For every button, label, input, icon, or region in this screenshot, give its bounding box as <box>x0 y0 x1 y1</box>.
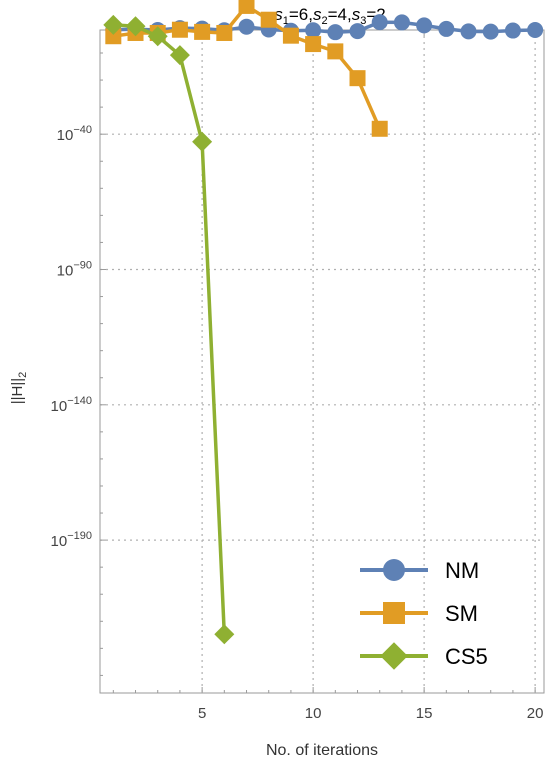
x-axis: 5 10 15 20 <box>112 30 544 722</box>
data-point-cs5 <box>125 16 146 37</box>
data-point-cs5 <box>192 131 213 152</box>
data-point-sm <box>327 43 344 60</box>
plot-frame <box>99 29 545 694</box>
legend-label: CS5 <box>445 644 488 669</box>
series-cs5 <box>103 14 235 645</box>
data-point-sm <box>216 24 233 41</box>
series-line-cs5 <box>113 23 227 635</box>
data-point-sm <box>105 28 122 45</box>
grid-lines <box>100 30 544 693</box>
y-axis-label: ||H||2 <box>9 372 29 405</box>
x-tick-label: 20 <box>527 705 544 722</box>
data-point-nm <box>438 20 455 37</box>
data-point-nm <box>238 18 255 35</box>
y-tick-label: 10−90 <box>57 259 92 279</box>
legend-label: SM <box>445 601 478 626</box>
data-point-sm <box>282 27 299 44</box>
legend-item-sm: SM <box>360 601 478 626</box>
data-point-nm <box>371 14 388 31</box>
data-point-cs5 <box>147 26 168 47</box>
y-tick-label: 10−190 <box>51 530 92 550</box>
y-tick-label: 10−40 <box>57 124 92 144</box>
data-point-sm <box>305 36 322 53</box>
data-point-cs5 <box>103 14 124 35</box>
data-point-nm <box>393 14 410 31</box>
legend-item-nm: NM <box>360 558 479 583</box>
data-point-sm <box>371 120 388 137</box>
data-point-nm <box>349 23 366 40</box>
x-tick-label: 5 <box>198 705 206 722</box>
data-point-cs5 <box>214 624 235 645</box>
data-point-nm <box>416 17 433 34</box>
data-point-nm <box>504 22 521 39</box>
x-axis-label: No. of iterations <box>266 742 378 759</box>
data-point-sm <box>194 23 211 40</box>
data-point-nm <box>482 23 499 40</box>
data-point-nm <box>305 22 322 39</box>
y-tick-label: 10−140 <box>51 395 92 415</box>
legend-marker <box>380 642 408 670</box>
legend: NM SM CS5 <box>360 558 488 670</box>
data-point-nm <box>527 22 544 38</box>
y-axis: 10−40 10−90 10−140 10−190 <box>51 52 106 676</box>
legend-item-cs5: CS5 <box>360 642 488 670</box>
data-point-sm <box>260 11 277 28</box>
legend-label: NM <box>445 558 479 583</box>
data-point-sm <box>349 70 366 87</box>
chart-title: s1=6,s2=4,s3=2 <box>274 5 385 27</box>
data-point-cs5 <box>169 45 190 66</box>
data-point-sm <box>171 21 188 38</box>
data-point-nm <box>327 24 344 41</box>
data-point-nm <box>460 23 477 40</box>
x-tick-label: 15 <box>416 705 433 722</box>
data-point-sm <box>238 0 255 14</box>
legend-marker <box>383 602 405 624</box>
legend-marker <box>383 559 405 581</box>
x-tick-label: 10 <box>305 705 322 722</box>
series-layer <box>103 0 544 645</box>
